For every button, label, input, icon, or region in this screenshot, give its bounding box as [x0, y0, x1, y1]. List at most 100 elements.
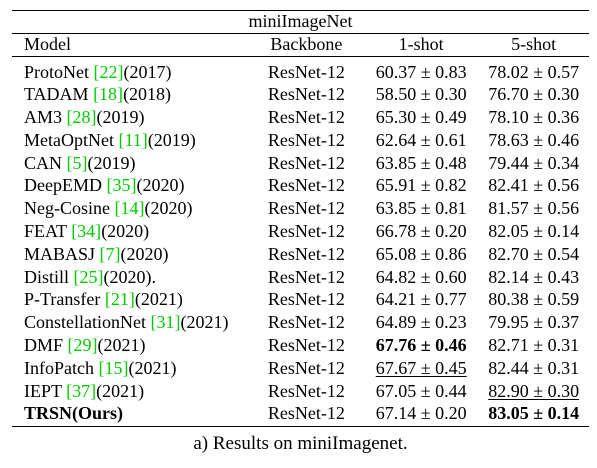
- one-shot-cell: 67.14 ± 0.20: [364, 402, 479, 427]
- one-shot-cell: 67.05 ± 0.44: [375, 380, 467, 401]
- model-year: (2019): [96, 107, 145, 128]
- model-year: (2021): [97, 335, 146, 356]
- one-shot-cell-best: 67.76 ± 0.46: [375, 335, 467, 356]
- model-cell: DMF [29](2021): [12, 335, 249, 358]
- model-year: (2020): [120, 243, 169, 264]
- model-name: Neg-Cosine: [24, 198, 115, 219]
- backbone-cell: ResNet-12: [267, 107, 345, 128]
- table-row: CAN [5](2019) ResNet-12 63.85 ± 0.48 79.…: [12, 152, 589, 175]
- five-shot-cell: 80.38 ± 0.59: [488, 289, 580, 310]
- citation-link[interactable]: [22]: [93, 61, 124, 82]
- model-name: AM3: [24, 107, 67, 128]
- five-shot-cell: 79.95 ± 0.37: [488, 312, 580, 333]
- table-row: InfoPatch [15](2021) ResNet-12 67.67 ± 0…: [12, 357, 589, 380]
- table-row: MABASJ [7](2020) ResNet-12 65.08 ± 0.86 …: [12, 243, 589, 266]
- five-shot-cell: 78.63 ± 0.46: [488, 129, 580, 150]
- backbone-cell: ResNet-12: [248, 402, 365, 427]
- table-row: TADAM [18](2018) ResNet-12 58.50 ± 0.30 …: [12, 84, 589, 107]
- citation-link[interactable]: [37]: [66, 380, 97, 401]
- model-cell: AM3 [28](2019): [12, 107, 249, 130]
- table-row: ProtoNet [22](2017) ResNet-12 60.37 ± 0.…: [12, 61, 589, 84]
- model-cell: MABASJ [7](2020): [12, 243, 249, 266]
- citation-link[interactable]: [5]: [66, 152, 88, 173]
- five-shot-cell: 82.05 ± 0.14: [488, 221, 580, 242]
- model-name: ProtoNet: [24, 61, 94, 82]
- model-cell: ConstellationNet [31](2021): [12, 312, 249, 335]
- table-row: Distill [25](2020). ResNet-12 64.82 ± 0.…: [12, 266, 589, 289]
- model-cell: MetaOptNet [11](2019): [12, 129, 249, 152]
- citation-link[interactable]: [28]: [66, 107, 97, 128]
- model-year: (2020): [136, 175, 185, 196]
- citation-link[interactable]: [34]: [71, 221, 102, 242]
- table-row: ConstellationNet [31](2021) ResNet-12 64…: [12, 312, 589, 335]
- table-row: P-Transfer [21](2021) ResNet-12 64.21 ± …: [12, 289, 589, 312]
- model-year: (2019): [87, 152, 136, 173]
- model-cell: Distill [25](2020).: [12, 266, 249, 289]
- table-row: MetaOptNet [11](2019) ResNet-12 62.64 ± …: [12, 129, 589, 152]
- model-cell: P-Transfer [21](2021): [12, 289, 249, 312]
- model-name: P-Transfer: [24, 289, 105, 310]
- citation-link[interactable]: [14]: [114, 198, 145, 219]
- citation-link[interactable]: [31]: [150, 312, 181, 333]
- model-year: (2021): [96, 380, 145, 401]
- model-name: InfoPatch: [24, 357, 99, 378]
- table-row: FEAT [34](2020) ResNet-12 66.78 ± 0.20 8…: [12, 221, 589, 244]
- five-shot-cell-best: 83.05 ± 0.14: [478, 402, 589, 427]
- backbone-cell: ResNet-12: [267, 175, 345, 196]
- table-header-row: Model Backbone 1-shot 5-shot: [12, 33, 589, 57]
- five-shot-cell: 76.70 ± 0.30: [488, 84, 580, 105]
- citation-link[interactable]: [7]: [99, 243, 121, 264]
- citation-link[interactable]: [15]: [98, 357, 129, 378]
- five-shot-cell: 82.71 ± 0.31: [488, 335, 580, 356]
- model-cell: TADAM [18](2018): [12, 84, 249, 107]
- table-row-ours: TRSN(Ours) ResNet-12 67.14 ± 0.20 83.05 …: [12, 402, 589, 427]
- table-title-row: miniImageNet: [12, 10, 589, 34]
- header-one-shot: 1-shot: [364, 33, 479, 57]
- model-cell: Neg-Cosine [14](2020): [12, 198, 249, 221]
- five-shot-value: 82.90 ± 0.30: [488, 380, 580, 401]
- model-year: (2020).: [103, 266, 157, 287]
- model-year: (2018): [123, 84, 172, 105]
- one-shot-cell: 63.85 ± 0.81: [375, 198, 467, 219]
- citation-link[interactable]: [18]: [93, 84, 124, 105]
- model-year: (2021): [134, 289, 183, 310]
- one-shot-cell: 58.50 ± 0.30: [375, 84, 467, 105]
- model-name: MetaOptNet: [24, 129, 119, 150]
- one-shot-value: 67.67 ± 0.45: [375, 357, 467, 378]
- model-cell: ProtoNet [22](2017): [12, 61, 249, 84]
- model-cell: InfoPatch [15](2021): [12, 357, 249, 380]
- five-shot-cell: 82.44 ± 0.31: [488, 357, 580, 378]
- citation-link[interactable]: [35]: [106, 175, 137, 196]
- citation-link[interactable]: [21]: [104, 289, 135, 310]
- one-shot-cell: 64.21 ± 0.77: [375, 289, 467, 310]
- table-row: IEPT [37](2021) ResNet-12 67.05 ± 0.44 8…: [12, 380, 589, 403]
- backbone-cell: ResNet-12: [267, 289, 345, 310]
- model-name: Distill: [24, 266, 74, 287]
- model-name: ConstellationNet: [24, 312, 151, 333]
- backbone-cell: ResNet-12: [267, 357, 345, 378]
- backbone-cell: ResNet-12: [267, 152, 345, 173]
- model-name: TADAM: [24, 84, 94, 105]
- one-shot-cell: 65.30 ± 0.49: [375, 107, 467, 128]
- model-name: DMF: [24, 335, 68, 356]
- backbone-cell: ResNet-12: [267, 312, 345, 333]
- header-five-shot: 5-shot: [478, 33, 589, 57]
- one-shot-cell: 64.89 ± 0.23: [375, 312, 467, 333]
- model-name: FEAT: [24, 221, 72, 242]
- one-shot-cell: 60.37 ± 0.83: [375, 61, 467, 82]
- five-shot-cell: 79.44 ± 0.34: [488, 152, 580, 173]
- header-backbone: Backbone: [248, 33, 365, 57]
- backbone-cell: ResNet-12: [267, 335, 345, 356]
- model-year: (2020): [101, 221, 150, 242]
- five-shot-cell: 82.70 ± 0.54: [488, 243, 580, 264]
- backbone-cell: ResNet-12: [267, 61, 345, 82]
- model-cell: FEAT [34](2020): [12, 221, 249, 244]
- citation-link[interactable]: [25]: [73, 266, 104, 287]
- citation-link[interactable]: [29]: [67, 335, 98, 356]
- citation-link[interactable]: [11]: [118, 129, 148, 150]
- one-shot-cell: 65.91 ± 0.82: [375, 175, 467, 196]
- backbone-cell: ResNet-12: [267, 243, 345, 264]
- backbone-cell: ResNet-12: [267, 221, 345, 242]
- backbone-cell: ResNet-12: [267, 129, 345, 150]
- five-shot-cell: 78.10 ± 0.36: [488, 107, 580, 128]
